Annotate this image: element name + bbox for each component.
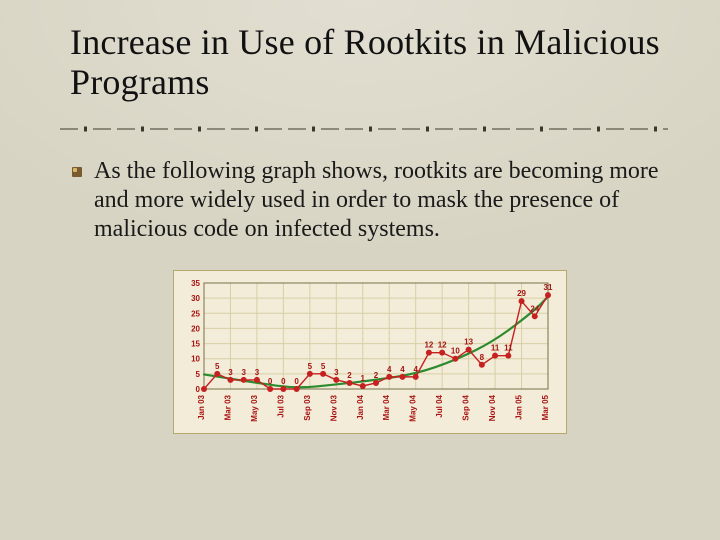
svg-text:Jan 03: Jan 03 <box>197 395 206 420</box>
page-title: Increase in Use of Rootkits in Malicious… <box>70 22 670 103</box>
divider-rule <box>60 126 668 132</box>
svg-text:Nov 04: Nov 04 <box>488 395 497 422</box>
svg-text:0: 0 <box>268 377 273 386</box>
svg-text:8: 8 <box>480 353 485 362</box>
svg-text:0: 0 <box>294 377 299 386</box>
svg-text:24: 24 <box>530 305 539 314</box>
svg-text:35: 35 <box>191 279 200 288</box>
svg-text:29: 29 <box>517 290 526 299</box>
svg-text:12: 12 <box>424 341 433 350</box>
svg-text:10: 10 <box>191 355 200 364</box>
svg-text:Mar 05: Mar 05 <box>541 395 550 421</box>
svg-text:3: 3 <box>255 368 260 377</box>
svg-text:4: 4 <box>400 365 405 374</box>
svg-text:0: 0 <box>196 385 201 394</box>
svg-text:15: 15 <box>191 340 200 349</box>
svg-text:13: 13 <box>464 338 473 347</box>
svg-text:Jan 04: Jan 04 <box>356 395 365 420</box>
svg-text:25: 25 <box>191 310 200 319</box>
svg-text:Nov 03: Nov 03 <box>329 395 338 422</box>
svg-text:31: 31 <box>544 284 553 293</box>
svg-text:5: 5 <box>215 362 220 371</box>
rootkit-trend-chart: 05101520253035Jan 03Mar 03May 03Jul 03Se… <box>180 277 560 427</box>
svg-text:1: 1 <box>361 374 366 383</box>
svg-text:11: 11 <box>491 344 500 353</box>
svg-text:4: 4 <box>387 365 392 374</box>
svg-text:12: 12 <box>438 341 447 350</box>
svg-text:11: 11 <box>504 344 513 353</box>
svg-text:5: 5 <box>321 362 326 371</box>
svg-text:May 04: May 04 <box>409 395 418 422</box>
svg-text:2: 2 <box>374 371 379 380</box>
svg-text:4: 4 <box>413 365 418 374</box>
svg-text:Sep 04: Sep 04 <box>462 395 471 421</box>
svg-text:2: 2 <box>347 371 352 380</box>
svg-text:30: 30 <box>191 295 200 304</box>
svg-text:May 03: May 03 <box>250 395 259 422</box>
svg-text:Jul 03: Jul 03 <box>276 395 285 418</box>
body-text: As the following graph shows, rootkits a… <box>94 157 670 245</box>
bullet-icon <box>70 165 84 179</box>
body-block: As the following graph shows, rootkits a… <box>70 157 670 245</box>
svg-text:5: 5 <box>196 370 201 379</box>
slide: Increase in Use of Rootkits in Malicious… <box>0 0 720 540</box>
svg-text:3: 3 <box>334 368 339 377</box>
svg-text:Mar 04: Mar 04 <box>382 395 391 421</box>
svg-text:20: 20 <box>191 325 200 334</box>
chart-plot-area: 05101520253035Jan 03Mar 03May 03Jul 03Se… <box>180 277 560 427</box>
svg-text:Sep 03: Sep 03 <box>303 395 312 421</box>
svg-text:Jul 04: Jul 04 <box>435 395 444 418</box>
svg-text:Mar 03: Mar 03 <box>223 395 232 421</box>
svg-text:3: 3 <box>241 368 246 377</box>
svg-text:0: 0 <box>281 377 286 386</box>
svg-text:Jan 05: Jan 05 <box>515 395 524 420</box>
chart-container: 05101520253035Jan 03Mar 03May 03Jul 03Se… <box>70 270 670 434</box>
svg-text:5: 5 <box>308 362 313 371</box>
chart-frame: 05101520253035Jan 03Mar 03May 03Jul 03Se… <box>173 270 567 434</box>
svg-text:10: 10 <box>451 347 460 356</box>
svg-text:3: 3 <box>228 368 233 377</box>
